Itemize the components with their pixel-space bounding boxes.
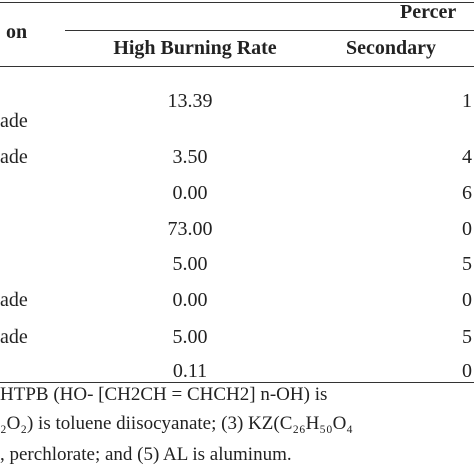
footnote-line: ₂O₂) is toluene diisocyanate; (3) KZ(C₂₆… [0,413,353,434]
row-label: ade [0,289,28,311]
row-label: ade [0,146,28,168]
cell: 3.50 [172,146,208,168]
footnote-line: HTPB (HO- [CH2CH = CHCH2] n-OH) is [0,384,328,405]
cell: 4 [462,146,472,168]
cell: 73.00 [167,218,213,240]
cell: 6 [462,182,472,204]
row-label: ade [0,326,28,348]
group-rule [65,30,474,31]
stub-header: on [6,21,28,43]
cell: 0 [462,218,472,240]
cell: 0 [462,289,472,311]
cell: 0.00 [172,182,208,204]
cell: 5 [462,253,472,275]
cell: 5 [462,326,472,348]
cell: 5.00 [172,326,208,348]
cell: 5.00 [172,253,208,275]
group-header: Percer [400,1,457,23]
column-header: High Burning Rate [113,37,277,59]
cell: 1 [462,90,472,112]
cell: 13.39 [167,90,213,112]
cell: 0.11 [172,360,208,382]
bottom-rule [0,382,474,383]
row-label: ade [0,110,28,132]
footnote-line: , perchlorate; and (5) AL is aluminum. [0,444,292,465]
cell: 0 [462,360,472,382]
cell: 0.00 [172,289,208,311]
top-rule [0,2,474,3]
header-rule [0,66,474,67]
column-header: Secondary [346,37,436,59]
